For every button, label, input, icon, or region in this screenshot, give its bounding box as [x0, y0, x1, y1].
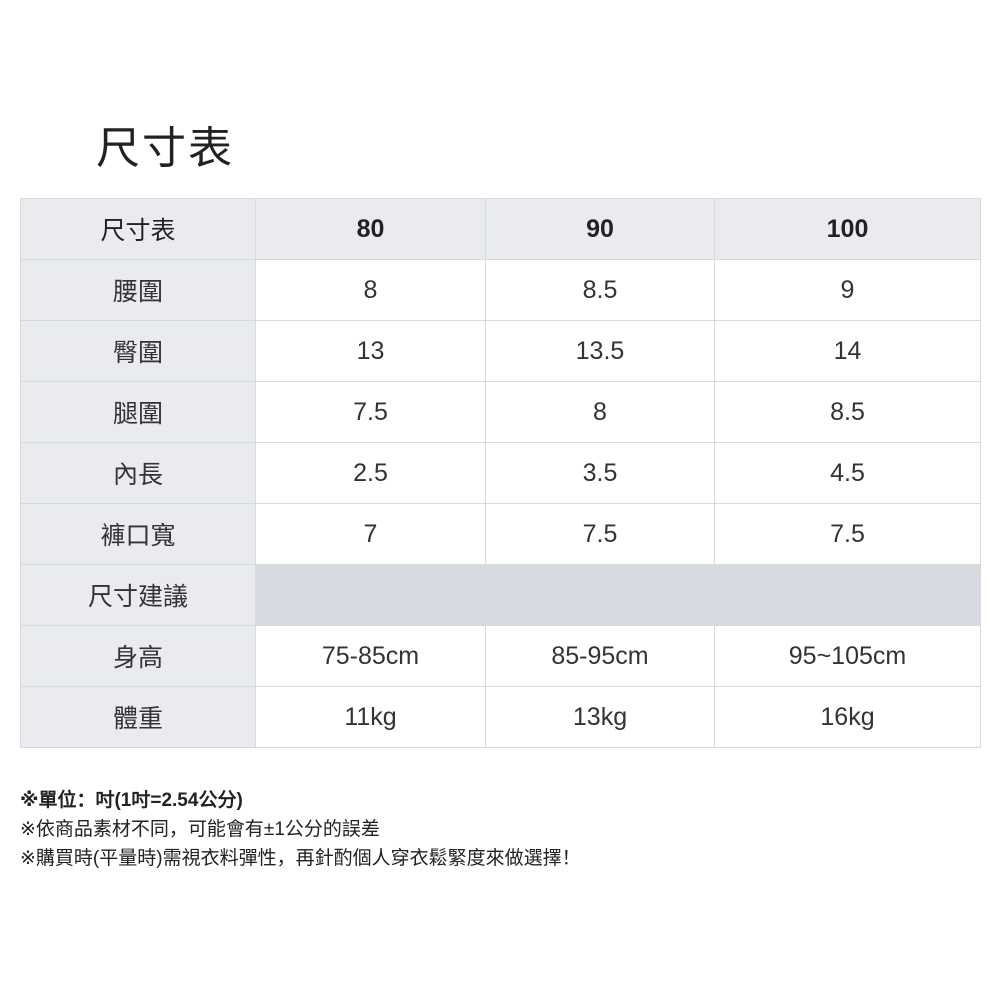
table-header-row: 尺寸表 80 90 100	[20, 198, 981, 260]
table-cell: 11kg	[255, 686, 486, 748]
table-cell: 85-95cm	[485, 625, 715, 687]
table-row: 腰圍 8 8.5 9	[20, 259, 981, 321]
table-cell: 8	[485, 381, 715, 443]
header-cell: 80	[255, 198, 486, 260]
row-label: 身高	[20, 625, 256, 687]
row-label: 褲口寬	[20, 503, 256, 565]
page-title: 尺寸表	[96, 124, 234, 173]
size-table: 尺寸表 80 90 100 腰圍 8 8.5 9 臀圍 13 13.5 14 腿圍 7.5 8 8.5…	[20, 198, 981, 748]
note-tolerance: ※依商品素材不同，可能會有±1公分的誤差	[20, 819, 380, 840]
table-cell: 8	[255, 259, 486, 321]
table-cell: 4.5	[714, 442, 981, 504]
section-row: 尺寸建議	[20, 564, 981, 626]
table-cell: 75-85cm	[255, 625, 486, 687]
section-label: 尺寸建議	[20, 564, 256, 626]
merged-cell	[255, 564, 981, 626]
row-label: 體重	[20, 686, 256, 748]
table-cell: 7.5	[485, 503, 715, 565]
header-cell: 尺寸表	[20, 198, 256, 260]
table-cell: 95~105cm	[714, 625, 981, 687]
table-row: 體重 11kg 13kg 16kg	[20, 686, 981, 748]
table-row: 臀圍 13 13.5 14	[20, 320, 981, 382]
table-cell: 8.5	[485, 259, 715, 321]
table-cell: 13kg	[485, 686, 715, 748]
header-cell: 100	[714, 198, 981, 260]
table-cell: 8.5	[714, 381, 981, 443]
table-row: 內長 2.5 3.5 4.5	[20, 442, 981, 504]
table-cell: 7.5	[714, 503, 981, 565]
row-label: 臀圍	[20, 320, 256, 382]
note-unit: ※單位：吋(1吋=2.54公分)	[20, 790, 243, 811]
notes: ※單位：吋(1吋=2.54公分) ※依商品素材不同，可能會有±1公分的誤差 ※購…	[20, 786, 581, 873]
table-cell: 3.5	[485, 442, 715, 504]
row-label: 內長	[20, 442, 256, 504]
table-row: 身高 75-85cm 85-95cm 95~105cm	[20, 625, 981, 687]
header-cell: 90	[485, 198, 715, 260]
table-cell: 9	[714, 259, 981, 321]
row-label: 腿圍	[20, 381, 256, 443]
table-cell: 13.5	[485, 320, 715, 382]
table-cell: 7.5	[255, 381, 486, 443]
table-cell: 7	[255, 503, 486, 565]
table-cell: 2.5	[255, 442, 486, 504]
table-row: 腿圍 7.5 8 8.5	[20, 381, 981, 443]
row-label: 腰圍	[20, 259, 256, 321]
table-cell: 13	[255, 320, 486, 382]
table-cell: 16kg	[714, 686, 981, 748]
note-advice: ※購買時(平量時)需視衣料彈性，再針酌個人穿衣鬆緊度來做選擇！	[20, 848, 581, 869]
table-row: 褲口寬 7 7.5 7.5	[20, 503, 981, 565]
table-cell: 14	[714, 320, 981, 382]
